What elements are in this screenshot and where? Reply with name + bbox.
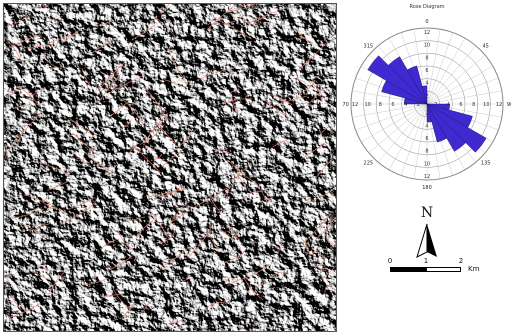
rose-ring-label: 4 (447, 102, 450, 108)
rose-ring-label: 6 (425, 68, 428, 74)
map-tick-right: 8296000 (329, 210, 334, 229)
rose-ring-label: 4 (404, 102, 407, 108)
map-tick-right: 8297000 (329, 179, 334, 198)
rose-ring-label: 2 (434, 102, 437, 108)
hillshade-map: 287000 288000 289000 290000 291000 292000 2930… (3, 3, 337, 332)
map-tick-right: 8293000 (329, 303, 334, 321)
rose-ring-label: 6 (459, 102, 462, 108)
rose-angle-label: 45 (483, 43, 489, 49)
rose-ring-label: 12 (352, 102, 358, 108)
rose-petal (367, 55, 428, 105)
rose-ring-label: 8 (425, 55, 428, 61)
rose-ring-label: 12 (496, 102, 502, 108)
rose-diagram-plot: 1212121210101010888866664444222204527090… (339, 19, 511, 191)
map-tick-right: 8300000 (329, 87, 334, 106)
rose-angle-label: 135 (481, 161, 491, 167)
rose-petal (403, 97, 428, 105)
rose-petal (426, 103, 487, 153)
scale-unit: Km (468, 265, 480, 273)
rose-angle-label: 90 (507, 102, 511, 108)
rose-petal (426, 103, 451, 111)
map-tick-top: 290000 (135, 5, 152, 10)
rose-ring-label: 2 (417, 102, 420, 108)
rose-ring-label: 4 (425, 81, 428, 87)
rose-ring-label: 12 (424, 30, 430, 36)
rose-diagram-title: Rose Diagram (409, 4, 445, 10)
map-tick-left: 8300000 (6, 87, 11, 106)
map-tick-right: 8294000 (329, 272, 334, 291)
rose-petal (388, 56, 428, 105)
rose-ring-label: 4 (425, 123, 428, 129)
rose-ring-label: 8 (379, 102, 382, 108)
map-tick-top: 293000 (245, 5, 261, 10)
map-tick-top: 291000 (172, 5, 188, 10)
map-tick-right: 8298000 (329, 149, 334, 167)
rose-ring-label: 12 (424, 174, 430, 180)
rose-ring-label: 10 (424, 161, 430, 167)
rose-petal (426, 103, 466, 152)
rose-angle-label: 270 (343, 102, 349, 108)
scale-label-1: 1 (423, 257, 429, 265)
lineament-layer (4, 4, 336, 331)
map-tick-left: 8298000 (6, 149, 11, 167)
scale-segment-light (426, 267, 461, 272)
rose-petal (426, 103, 432, 123)
north-arrow: N (412, 205, 442, 263)
map-canvas (4, 4, 336, 331)
scale-bar: 0 1 2 Km (384, 257, 494, 279)
map-tick-top: 289000 (99, 5, 115, 10)
map-tick-top: 295000 (318, 5, 334, 10)
rose-ring-label: 2 (425, 93, 428, 99)
rose-ring-label: 8 (472, 102, 475, 108)
rose-ring-label: 6 (425, 136, 428, 142)
rose-ring-label: 10 (364, 102, 370, 108)
rose-angle-label: 315 (364, 43, 374, 49)
rose-petal (426, 103, 448, 143)
rose-petal (406, 65, 428, 105)
rose-angle-label: 225 (364, 161, 374, 167)
map-tick-left: 8294000 (6, 272, 11, 291)
rose-ring-label: 2 (425, 111, 428, 117)
map-tick-top: 292000 (208, 5, 225, 10)
north-label: N (420, 205, 434, 221)
scale-label-0: 0 (387, 257, 393, 265)
map-tick-left: 8299000 (6, 118, 11, 137)
map-tick-left: 8296000 (6, 210, 11, 229)
rose-ring-label: 10 (483, 102, 489, 108)
rose-angle-label: 180 (422, 185, 432, 191)
map-tick-left: 8301000 (6, 56, 11, 75)
rose-ring-label: 6 (391, 102, 394, 108)
map-tick-top: 287000 (26, 5, 42, 10)
map-tick-top: 294000 (281, 5, 298, 10)
map-tick-right: 8299000 (329, 118, 334, 137)
map-tick-right: 8295000 (329, 241, 334, 260)
rose-ring-label: 8 (425, 149, 428, 155)
rose-petal (422, 85, 428, 105)
map-tick-left: 8293000 (6, 303, 11, 321)
map-tick-right: 8301000 (329, 56, 334, 75)
map-tick-left: 8295000 (6, 241, 11, 260)
scale-segment-dark (390, 267, 426, 272)
rose-diagram: Rose Diagram 12 12 12 12 10 10 10 10 8 8 8 8 6 6 6 6 4 4 4… (339, 4, 511, 196)
rose-ring-label: 10 (424, 43, 430, 49)
map-tick-top: 288000 (62, 5, 79, 10)
scale-label-2: 2 (458, 257, 464, 265)
rose-angle-label: 0 (425, 19, 428, 25)
map-tick-left: 8297000 (6, 179, 11, 198)
map-tick-right: 8302000 (329, 26, 334, 44)
map-tick-left: 8302000 (6, 26, 11, 44)
